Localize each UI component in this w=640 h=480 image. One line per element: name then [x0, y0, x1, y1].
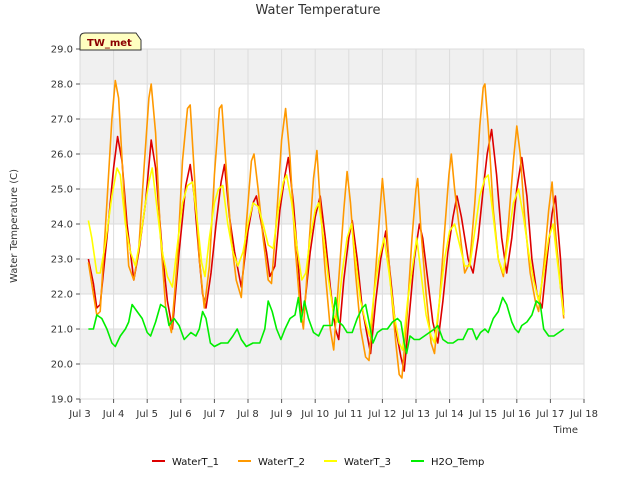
plot-band — [80, 119, 584, 154]
plot-band — [80, 329, 584, 364]
y-axis-title: Water Temperature (C) — [9, 169, 20, 283]
series-line-watert-2 — [87, 79, 565, 379]
y-tick-label: 28.0 — [51, 80, 73, 91]
legend-label: H2O_Temp — [431, 457, 484, 468]
series-line-h2o-temp — [88, 296, 565, 355]
x-tick-label: Jul 3 — [68, 409, 91, 420]
y-tick-label: 25.0 — [51, 185, 73, 196]
legend-label: WaterT_1 — [172, 457, 219, 468]
legend-label: WaterT_3 — [344, 457, 391, 468]
series-lines — [87, 79, 565, 379]
x-tick-label: Jul 10 — [300, 409, 329, 420]
plot-band — [80, 49, 584, 84]
x-tick-label: Jul 7 — [203, 409, 226, 420]
grid-lines — [79, 48, 585, 400]
chart-title: Water Temperature — [256, 3, 381, 18]
x-tick-label: Jul 9 — [270, 409, 293, 420]
y-tick-label: 27.0 — [51, 115, 73, 126]
y-tick-label: 26.0 — [51, 150, 73, 161]
y-tick-label: 29.0 — [51, 45, 73, 56]
y-tick-label: 24.0 — [51, 220, 73, 231]
y-tick-label: 19.0 — [51, 395, 73, 406]
x-tick-label: Jul 12 — [367, 409, 396, 420]
y-tick-label: 21.0 — [51, 325, 73, 336]
tw-met-badge: TW_met — [79, 32, 142, 51]
x-tick-label: Jul 8 — [236, 409, 259, 420]
x-tick-label: Jul 4 — [102, 409, 125, 420]
legend-label: WaterT_2 — [258, 457, 305, 468]
x-axis-title: Time — [553, 425, 578, 436]
x-tick-label: Jul 6 — [169, 409, 192, 420]
badge-label: TW_met — [87, 38, 132, 49]
y-axis: 19.0 20.0 21.0 22.0 23.0 24.0 25.0 26.0 27.0 28.0… — [51, 45, 80, 406]
x-tick-label: Jul 13 — [401, 409, 430, 420]
legend: WaterT_1 WaterT_2 WaterT_3 H2O_Temp — [152, 457, 484, 468]
series-line-watert-3 — [87, 167, 565, 351]
x-tick-label: Jul 5 — [135, 409, 158, 420]
x-axis: Jul 3 Jul 4 Jul 5 Jul 6 Jul 7 Jul 8 Jul 9 Jul 1… — [68, 399, 598, 420]
x-tick-label: Jul 11 — [334, 409, 363, 420]
x-tick-label: Jul 16 — [502, 409, 531, 420]
x-tick-label: Jul 15 — [468, 409, 497, 420]
x-tick-label: Jul 14 — [435, 409, 464, 420]
x-tick-label: Jul 18 — [569, 409, 598, 420]
y-tick-label: 22.0 — [51, 290, 73, 301]
y-tick-label: 20.0 — [51, 360, 73, 371]
badge-background — [79, 32, 142, 51]
x-tick-label: Jul 17 — [535, 409, 564, 420]
y-tick-label: 23.0 — [51, 255, 73, 266]
